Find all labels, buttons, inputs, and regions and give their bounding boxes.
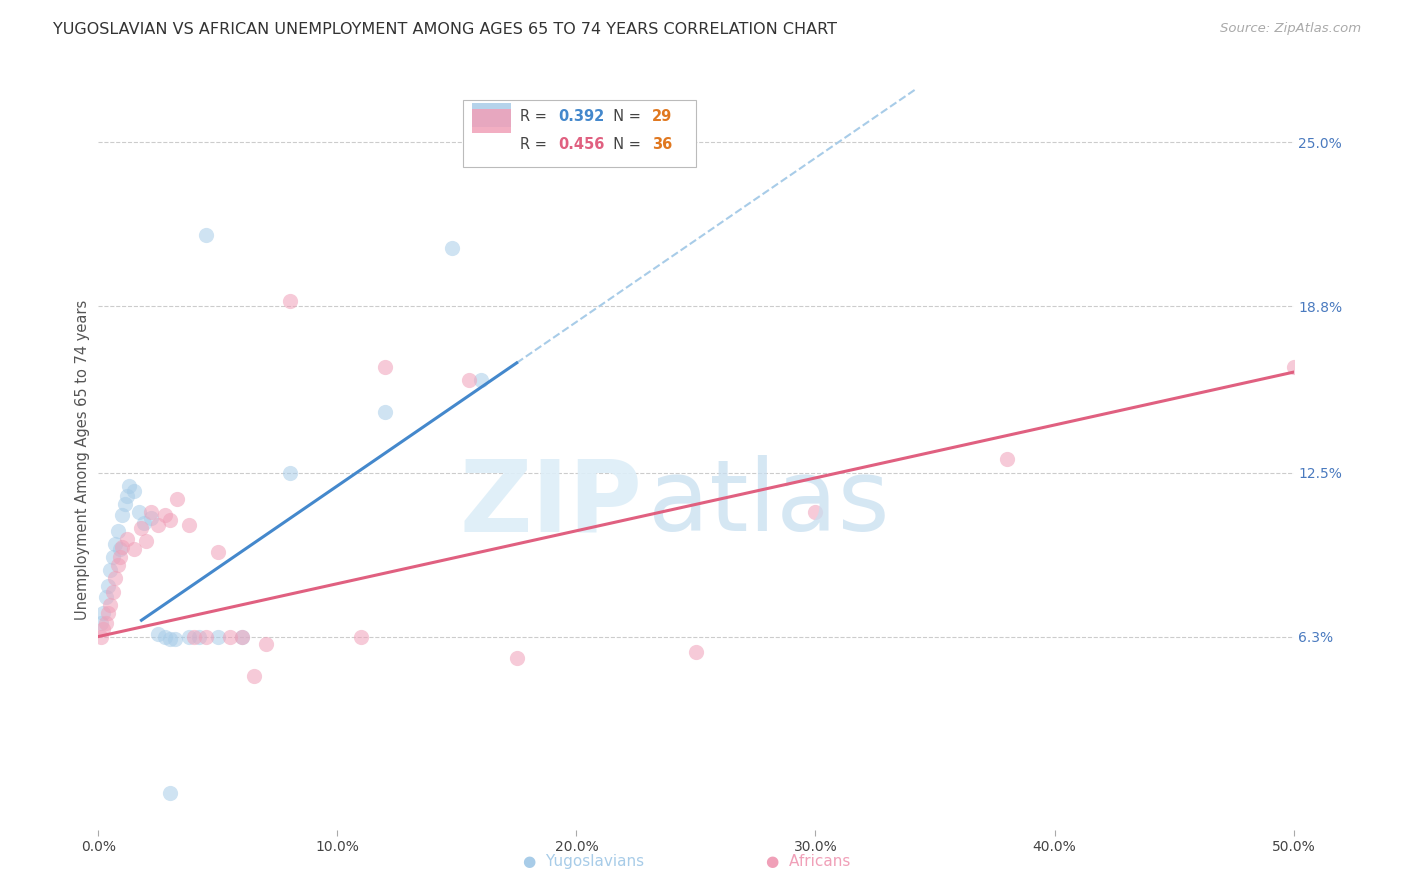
Point [139, 510, 162, 524]
FancyBboxPatch shape [463, 100, 696, 167]
Point [195, 630, 218, 644]
Point [124, 484, 146, 499]
Point [111, 540, 134, 554]
Point [195, 227, 218, 242]
Point [101, 550, 124, 565]
Point [374, 405, 396, 419]
Point [231, 630, 253, 644]
Point [104, 571, 127, 585]
Point [98, 564, 122, 578]
Point [278, 466, 301, 480]
Point [219, 630, 242, 644]
Point [159, 513, 181, 527]
Point [107, 524, 129, 538]
Text: 29: 29 [652, 109, 672, 124]
Point [139, 505, 162, 519]
Text: ●  Africans: ● Africans [766, 854, 851, 869]
Text: R =: R = [520, 137, 551, 153]
Point [131, 521, 153, 535]
Point [1282, 359, 1305, 374]
Text: Source: ZipAtlas.com: Source: ZipAtlas.com [1220, 22, 1361, 36]
Point [166, 491, 188, 506]
Point [90, 630, 112, 644]
Point [135, 534, 157, 549]
Point [159, 786, 181, 800]
Point [187, 630, 209, 644]
Point [207, 630, 229, 644]
Point [458, 373, 481, 387]
Point [254, 637, 277, 651]
Point [441, 241, 464, 255]
Point [114, 497, 136, 511]
Point [111, 508, 134, 522]
Point [98, 598, 122, 612]
Point [108, 542, 131, 557]
Point [155, 630, 177, 644]
Point [179, 630, 201, 644]
Point [685, 645, 707, 659]
Point [506, 650, 529, 665]
Text: 0.392: 0.392 [558, 109, 605, 124]
Text: 36: 36 [652, 137, 672, 153]
Point [155, 508, 177, 522]
Point [97, 606, 120, 620]
Point [470, 373, 492, 387]
Point [91, 606, 114, 620]
Text: N =: N = [605, 109, 645, 124]
Point [350, 630, 373, 644]
Point [94, 590, 117, 604]
Point [124, 542, 146, 557]
Point [108, 550, 131, 565]
Point [183, 630, 205, 644]
Point [107, 558, 129, 573]
Text: ●  Yugoslavians: ● Yugoslavians [523, 854, 644, 869]
Text: N =: N = [605, 137, 645, 153]
Point [179, 518, 201, 533]
Point [132, 516, 155, 530]
Point [115, 532, 138, 546]
Text: YUGOSLAVIAN VS AFRICAN UNEMPLOYMENT AMONG AGES 65 TO 74 YEARS CORRELATION CHART: YUGOSLAVIAN VS AFRICAN UNEMPLOYMENT AMON… [53, 22, 838, 37]
Bar [472, 109, 510, 133]
Text: atlas: atlas [648, 455, 890, 552]
Point [159, 632, 181, 647]
Point [118, 479, 141, 493]
Y-axis label: Unemployment Among Ages 65 to 74 years: Unemployment Among Ages 65 to 74 years [75, 299, 90, 620]
Text: 0.456: 0.456 [558, 137, 605, 153]
Point [243, 669, 266, 683]
Point [148, 518, 170, 533]
Point [94, 616, 117, 631]
Bar [472, 103, 510, 127]
Point [128, 505, 150, 519]
Text: ZIP: ZIP [460, 455, 643, 552]
Point [97, 579, 120, 593]
Point [115, 489, 138, 503]
Point [374, 359, 396, 374]
Point [91, 622, 114, 636]
Point [278, 293, 301, 308]
Point [163, 632, 186, 647]
Point [104, 537, 127, 551]
Text: R =: R = [520, 109, 551, 124]
Point [231, 630, 253, 644]
Point [207, 545, 229, 559]
Point [90, 616, 112, 631]
Point [101, 584, 124, 599]
Point [995, 452, 1018, 467]
Point [804, 505, 827, 519]
Point [148, 627, 170, 641]
